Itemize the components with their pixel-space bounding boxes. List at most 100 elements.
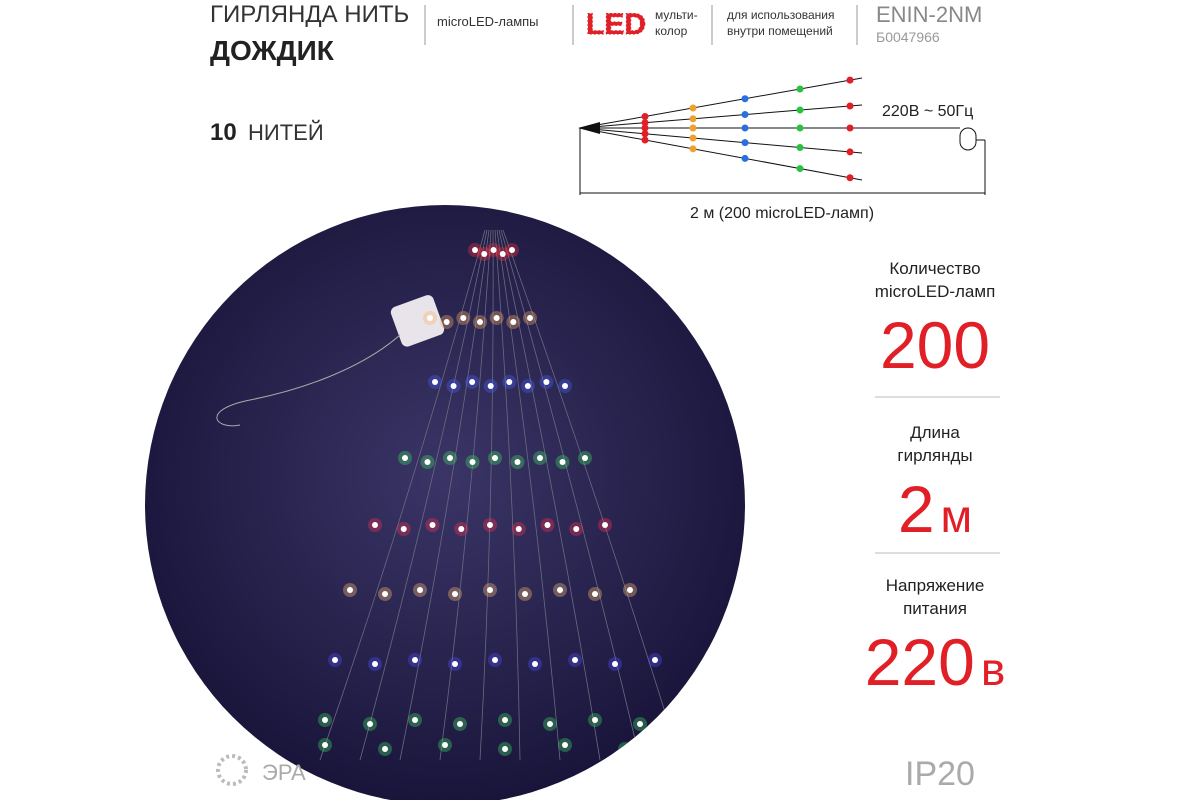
led xyxy=(846,174,854,182)
controller xyxy=(390,295,445,347)
light xyxy=(442,742,448,748)
thread xyxy=(500,229,641,761)
light xyxy=(429,522,436,528)
light xyxy=(400,526,407,532)
strand xyxy=(579,104,863,129)
spec-value: 220 в xyxy=(865,625,1006,699)
light xyxy=(472,247,478,253)
light xyxy=(573,526,580,532)
spec-value: 200 xyxy=(880,308,990,382)
light xyxy=(447,455,453,461)
led xyxy=(741,154,749,162)
light xyxy=(372,661,378,667)
light xyxy=(514,459,521,465)
thread-label: НИТЕЙ xyxy=(248,120,324,145)
spec-number: 2 xyxy=(898,472,935,546)
spec-number: 220 xyxy=(865,625,975,699)
spec-label: microLED-ламп xyxy=(875,282,996,301)
spec-label: Количество xyxy=(889,259,980,278)
light xyxy=(537,455,543,461)
led xyxy=(796,85,804,93)
light xyxy=(492,455,498,461)
light xyxy=(432,379,438,385)
light xyxy=(506,379,513,385)
light xyxy=(509,247,515,253)
light xyxy=(557,587,563,593)
lamp-type: microLED-лампы xyxy=(437,14,539,29)
light xyxy=(562,742,568,748)
thread xyxy=(479,229,494,761)
light xyxy=(460,315,467,321)
light xyxy=(547,721,553,727)
light xyxy=(382,591,388,597)
led xyxy=(796,106,804,114)
led xyxy=(641,119,649,127)
light xyxy=(427,315,433,321)
lights xyxy=(216,229,692,761)
light xyxy=(469,459,476,465)
model: ENIN-2NM xyxy=(876,2,982,27)
thread xyxy=(319,229,486,761)
thread-count: 10 xyxy=(210,119,237,146)
light xyxy=(612,661,618,667)
led xyxy=(846,76,854,84)
article: Б0047966 xyxy=(876,29,940,45)
light xyxy=(469,379,476,385)
light xyxy=(487,522,493,528)
led xyxy=(689,115,697,123)
strand xyxy=(579,127,863,154)
spec-number: 200 xyxy=(880,308,990,382)
light xyxy=(524,383,531,389)
light xyxy=(522,591,528,597)
light xyxy=(637,721,643,727)
light xyxy=(481,251,488,257)
led xyxy=(689,134,697,142)
spec-label: питания xyxy=(903,599,967,618)
light xyxy=(487,587,493,593)
light xyxy=(592,717,598,723)
light-glow xyxy=(618,742,632,756)
spec-label: гирлянды xyxy=(897,446,972,465)
light xyxy=(502,717,508,723)
brand: ЭРА xyxy=(262,760,306,785)
spec-label: Длина xyxy=(910,423,960,442)
light xyxy=(424,459,431,465)
light xyxy=(543,379,550,385)
usage-text: для использования xyxy=(727,8,834,22)
color-text: колор xyxy=(655,24,688,38)
usage-text: внутри помещений xyxy=(727,24,833,38)
light xyxy=(532,661,538,667)
light xyxy=(622,746,628,752)
light xyxy=(572,657,578,663)
header: ГИРЛЯНДА НИТЬ ДОЖДИК microLED-лампы LED … xyxy=(210,1,982,66)
led xyxy=(641,130,649,138)
light xyxy=(627,587,633,593)
light xyxy=(477,319,483,325)
light xyxy=(559,459,566,465)
light xyxy=(412,657,418,663)
light xyxy=(544,522,551,528)
specs: Количество microLED-ламп 200 Длина гирлянды 2… xyxy=(865,259,1006,699)
led xyxy=(641,136,649,144)
led xyxy=(689,145,697,153)
photo xyxy=(145,205,745,800)
light xyxy=(452,591,458,597)
led-badge: LED xyxy=(586,8,646,41)
led xyxy=(741,124,749,132)
led xyxy=(741,111,749,119)
spec-unit: в xyxy=(981,643,1005,695)
led xyxy=(846,102,854,110)
cable xyxy=(216,334,401,427)
led xyxy=(689,124,697,132)
led xyxy=(689,104,697,112)
light xyxy=(452,661,458,667)
light xyxy=(402,455,408,461)
light xyxy=(510,319,517,325)
led xyxy=(796,144,804,152)
plug xyxy=(959,127,977,151)
logo-icon xyxy=(216,754,248,786)
color-text: мульти- xyxy=(655,8,698,22)
light xyxy=(372,522,378,528)
thread xyxy=(498,229,601,761)
